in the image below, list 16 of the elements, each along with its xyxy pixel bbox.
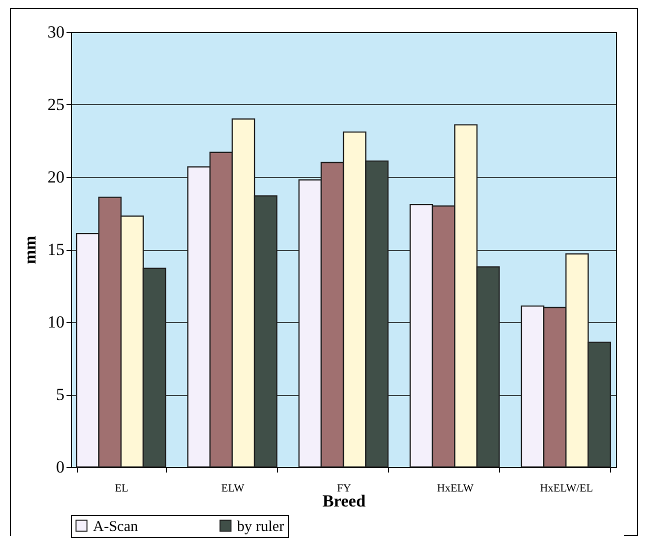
y-tick-label: 0 xyxy=(56,458,64,476)
y-tick-label: 10 xyxy=(48,312,64,332)
y-tick-label: 30 xyxy=(48,22,64,42)
y-tick-label: 20 xyxy=(48,168,64,186)
legend-label: A-Scan xyxy=(93,518,138,535)
x-tick-label: EL xyxy=(114,482,129,494)
x-tick-label: HxELW/EL xyxy=(540,482,594,494)
y-tick-label: 5 xyxy=(56,385,64,404)
y-axis-title: mm xyxy=(20,236,40,264)
x-axis-title: Breed xyxy=(322,492,366,510)
y-tick-label: 25 xyxy=(48,95,64,114)
x-tick-label: FY xyxy=(336,482,352,494)
y-tick-label: 15 xyxy=(48,240,64,259)
legend-label: by ruler xyxy=(237,518,284,535)
x-tick-label: HxELW xyxy=(437,482,474,494)
x-tick-label: ELW xyxy=(221,482,245,494)
